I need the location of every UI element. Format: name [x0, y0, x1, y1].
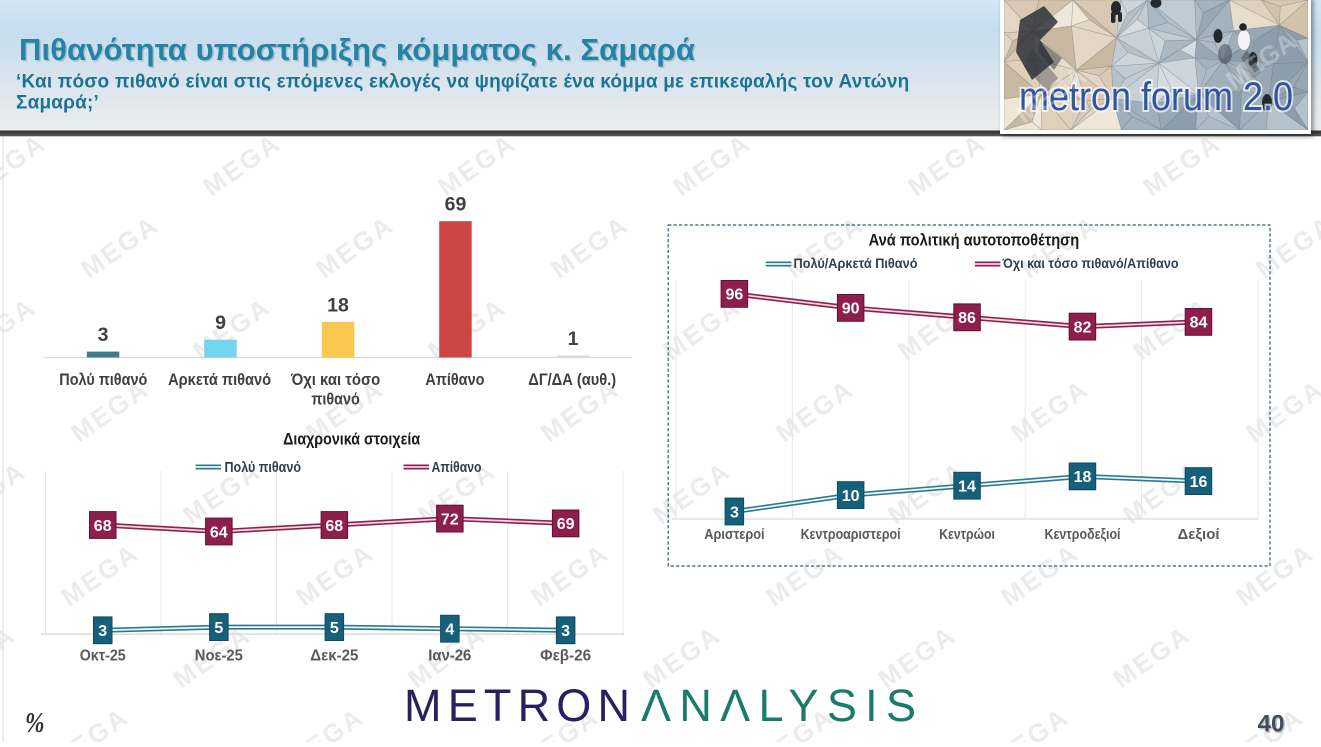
svg-text:Πολύ/Αρκετά Πιθανό: Πολύ/Αρκετά Πιθανό: [794, 255, 918, 271]
svg-text:18: 18: [327, 294, 349, 316]
svg-text:Όχι και τόσο πιθανό/Απίθανο: Όχι και τόσο πιθανό/Απίθανο: [1002, 255, 1179, 271]
svg-text:3: 3: [561, 623, 570, 640]
svg-text:96: 96: [726, 287, 744, 304]
svg-text:Νοε-25: Νοε-25: [195, 648, 243, 665]
svg-text:Δεξιοί: Δεξιοί: [1178, 526, 1220, 543]
svg-text:Οκτ-25: Οκτ-25: [80, 648, 126, 665]
svg-text:Απίθανο: Απίθανο: [425, 370, 484, 389]
svg-text:69: 69: [445, 194, 467, 216]
svg-text:3: 3: [98, 623, 107, 640]
svg-text:Κεντροδεξιοί: Κεντροδεξιοί: [1045, 526, 1121, 543]
svg-text:Πολύ πιθανό: Πολύ πιθανό: [225, 460, 302, 476]
svg-text:πιθανό: πιθανό: [311, 390, 359, 409]
svg-text:3: 3: [730, 504, 739, 521]
svg-text:Κεντροαριστεροί: Κεντροαριστεροί: [801, 526, 901, 543]
svg-text:metron forum 2.0: metron forum 2.0: [1019, 75, 1293, 119]
svg-text:84: 84: [1190, 315, 1208, 332]
svg-text:69: 69: [557, 516, 575, 533]
svg-text:5: 5: [214, 620, 223, 637]
svg-text:82: 82: [1074, 319, 1092, 336]
svg-text:72: 72: [441, 511, 459, 528]
svg-text:40: 40: [1259, 712, 1286, 739]
svg-text:Πιθανότητα υποστήριξης κόμματο: Πιθανότητα υποστήριξης κόμματος κ. Σαμαρ…: [21, 34, 697, 69]
svg-text:Διαχρονικά στοιχεία: Διαχρονικά στοιχεία: [283, 430, 420, 449]
svg-text:10: 10: [842, 488, 860, 505]
svg-text:68: 68: [94, 518, 112, 535]
svg-text:Αριστεροί: Αριστεροί: [704, 526, 764, 543]
svg-text:Όχι και τόσο: Όχι και τόσο: [290, 370, 380, 389]
svg-text:Φεβ-26: Φεβ-26: [540, 648, 591, 665]
svg-text:68: 68: [325, 518, 343, 535]
svg-text:metron forum 2.0: metron forum 2.0: [1019, 75, 1293, 119]
svg-text:Αρκετά πιθανό: Αρκετά πιθανό: [168, 370, 271, 389]
svg-text:ΛNΛLYSIS: ΛNΛLYSIS: [641, 680, 916, 731]
svg-text:16: 16: [1190, 474, 1208, 491]
svg-text:3: 3: [98, 324, 109, 346]
svg-text:Απίθανο: Απίθανο: [432, 460, 482, 476]
svg-text:64: 64: [210, 524, 228, 541]
svg-text:Δεκ-25: Δεκ-25: [310, 648, 358, 665]
svg-text:‘Και πόσο πιθανό είναι στις επ: ‘Και πόσο πιθανό είναι στις επόμενες εκλ…: [16, 72, 909, 93]
svg-text:4: 4: [445, 622, 454, 639]
svg-text:90: 90: [842, 301, 860, 318]
svg-text:Σαμαρά;’: Σαμαρά;’: [16, 93, 99, 114]
svg-text:%: %: [25, 707, 45, 739]
svg-text:Ανά πολιτική αυτοτοποθέτηση: Ανά πολιτική αυτοτοποθέτηση: [869, 231, 1080, 250]
svg-text:18: 18: [1074, 469, 1092, 486]
svg-text:40: 40: [1258, 711, 1285, 738]
svg-text:1: 1: [568, 328, 579, 350]
svg-text:Πιθανότητα υποστήριξης κόμματο: Πιθανότητα υποστήριξης κόμματος κ. Σαμαρ…: [19, 32, 695, 67]
svg-text:Πολύ πιθανό: Πολύ πιθανό: [59, 370, 147, 389]
svg-text:ΔΓ/ΔΑ (αυθ.): ΔΓ/ΔΑ (αυθ.): [528, 370, 616, 389]
svg-text:Ιαν-26: Ιαν-26: [428, 648, 471, 665]
svg-text:Κεντρώοι: Κεντρώοι: [939, 526, 995, 543]
svg-text:14: 14: [958, 479, 976, 496]
svg-text:5: 5: [330, 620, 339, 637]
svg-text:86: 86: [958, 310, 976, 327]
svg-text:9: 9: [215, 312, 226, 334]
